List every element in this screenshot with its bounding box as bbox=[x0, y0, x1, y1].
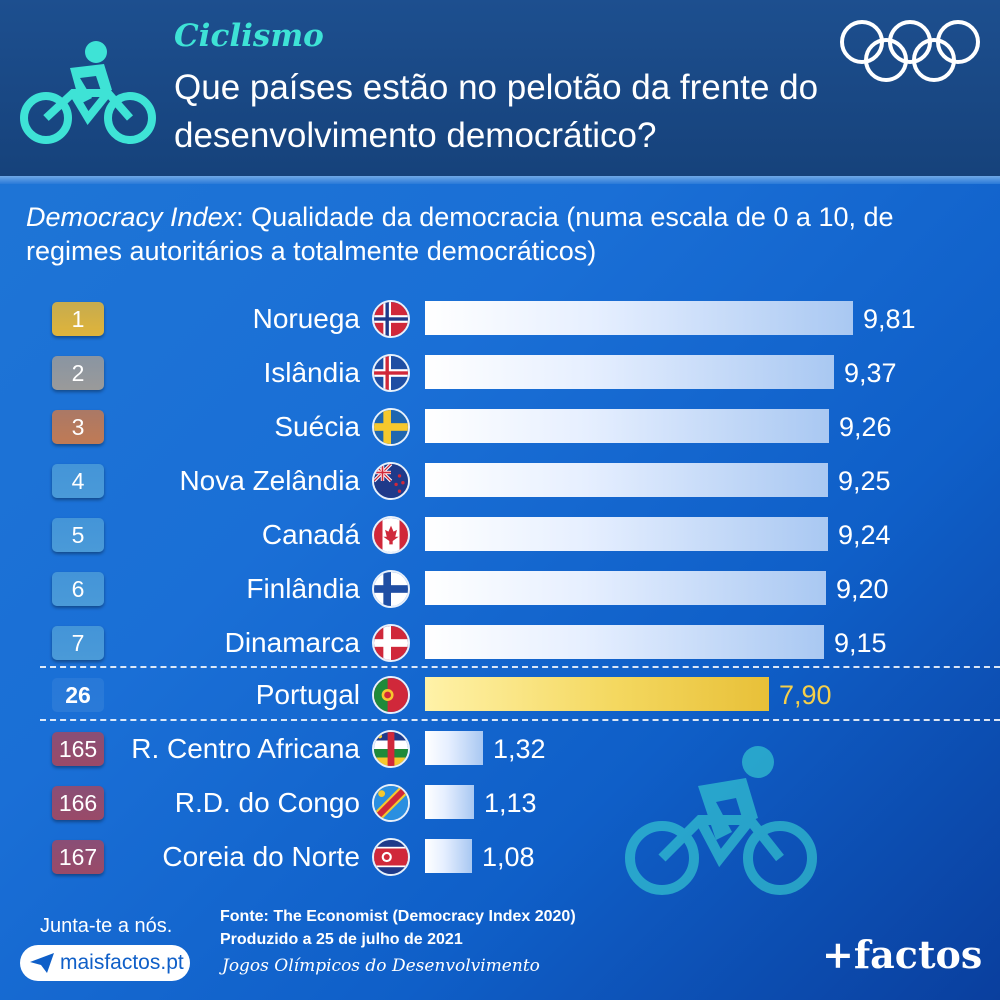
north-korea-flag-icon bbox=[372, 838, 410, 876]
country-label: Portugal bbox=[255, 679, 360, 710]
index-name: Democracy Index bbox=[26, 202, 237, 232]
cyclist-watermark-icon bbox=[625, 746, 817, 895]
central-african-republic-flag-icon bbox=[372, 730, 410, 768]
country-label: Dinamarca bbox=[224, 627, 360, 658]
data-label: 9,24 bbox=[838, 520, 891, 550]
bar bbox=[425, 301, 853, 335]
chart-row: 165 R. Centro Africana 1,32 bbox=[0, 726, 1000, 770]
chart-row: 5 Canadá 9,24 bbox=[0, 512, 1000, 556]
dr-congo-flag-icon bbox=[372, 784, 410, 822]
data-label: 9,15 bbox=[834, 628, 887, 658]
chart-row: 1 Noruega 9,81 bbox=[0, 296, 1000, 340]
bar bbox=[425, 731, 483, 765]
denmark-flag-icon bbox=[372, 624, 410, 662]
source-text: Fonte: The Economist (Democracy Index 20… bbox=[220, 908, 576, 925]
sport-label: Ciclismo bbox=[174, 18, 324, 54]
data-label: 1,32 bbox=[493, 734, 546, 764]
country-label: Suécia bbox=[274, 411, 360, 442]
norway-flag-icon bbox=[372, 300, 410, 338]
data-label: 9,20 bbox=[836, 574, 889, 604]
country-label: Coreia do Norte bbox=[162, 841, 360, 872]
divider-top bbox=[40, 666, 1000, 668]
country-label: Canadá bbox=[261, 519, 360, 550]
rank-badge: 4 bbox=[52, 464, 104, 498]
chart-row: 26 Portugal 7,90 bbox=[0, 672, 1000, 716]
brand-logo: +factos bbox=[822, 932, 983, 977]
site-link[interactable]: maisfactos.pt bbox=[20, 945, 190, 981]
chart-row: 4 Nova Zelândia 9,25 bbox=[0, 458, 1000, 502]
data-label: 9,81 bbox=[863, 304, 916, 334]
bar bbox=[425, 677, 769, 711]
rank-badge: 166 bbox=[52, 786, 104, 820]
bar bbox=[425, 625, 824, 659]
subtitle-text: : Qualidade da democracia (numa escala d… bbox=[26, 202, 894, 266]
rank-badge: 3 bbox=[52, 410, 104, 444]
country-label: R. Centro Africana bbox=[131, 733, 360, 764]
finland-flag-icon bbox=[372, 570, 410, 608]
country-label: R.D. do Congo bbox=[174, 787, 360, 818]
bar bbox=[425, 785, 474, 819]
rank-badge: 26 bbox=[52, 678, 104, 712]
chart-row: 7 Dinamarca 9,15 bbox=[0, 620, 1000, 664]
header-band bbox=[0, 0, 1000, 176]
data-label: 9,25 bbox=[838, 466, 891, 496]
data-label: 7,90 bbox=[779, 680, 832, 710]
country-label: Finlândia bbox=[246, 573, 360, 604]
chart-subtitle: Democracy Index: Qualidade da democracia… bbox=[26, 200, 986, 268]
data-label: 9,37 bbox=[844, 358, 897, 388]
bar bbox=[425, 463, 828, 497]
cyclist-icon bbox=[20, 41, 156, 144]
portugal-flag-icon bbox=[372, 676, 410, 714]
data-label: 9,26 bbox=[839, 412, 892, 442]
games-label: Jogos Olímpicos do Desenvolvimento bbox=[222, 956, 540, 976]
bar bbox=[425, 571, 826, 605]
chart-row: 2 Islândia 9,37 bbox=[0, 350, 1000, 394]
olympic-rings-icon bbox=[840, 20, 980, 82]
bar bbox=[425, 517, 828, 551]
site-label: maisfactos.pt bbox=[60, 951, 184, 974]
rank-badge: 7 bbox=[52, 626, 104, 660]
bar bbox=[425, 409, 829, 443]
page-title: Que países estão no pelotão da frente do… bbox=[174, 68, 819, 155]
country-label: Islândia bbox=[263, 357, 360, 388]
source-block: Fonte: The Economist (Democracy Index 20… bbox=[220, 905, 576, 951]
country-label: Nova Zelândia bbox=[179, 465, 360, 496]
rank-badge: 1 bbox=[52, 302, 104, 336]
data-label: 1,08 bbox=[482, 842, 535, 872]
country-label: Noruega bbox=[252, 303, 360, 334]
rank-badge: 167 bbox=[52, 840, 104, 874]
join-text: Junta-te a nós. bbox=[40, 915, 173, 937]
chart-row: 3 Suécia 9,26 bbox=[0, 404, 1000, 448]
divider-bottom bbox=[40, 719, 1000, 721]
rank-badge: 165 bbox=[52, 732, 104, 766]
header-divider bbox=[0, 176, 1000, 184]
new-zealand-flag-icon bbox=[372, 462, 410, 500]
rank-badge: 6 bbox=[52, 572, 104, 606]
rank-badge: 2 bbox=[52, 356, 104, 390]
chart-row: 6 Finlândia 9,20 bbox=[0, 566, 1000, 610]
data-label: 1,13 bbox=[484, 788, 537, 818]
paper-plane-icon bbox=[30, 953, 54, 973]
bar bbox=[425, 355, 834, 389]
bar bbox=[425, 839, 472, 873]
produced-text: Produzido a 25 de julho de 2021 bbox=[220, 931, 463, 948]
chart-row: 167 Coreia do Norte 1,08 bbox=[0, 834, 1000, 878]
sweden-flag-icon bbox=[372, 408, 410, 446]
iceland-flag-icon bbox=[372, 354, 410, 392]
canada-flag-icon bbox=[372, 516, 410, 554]
chart-row: 166 R.D. do Congo 1,13 bbox=[0, 780, 1000, 824]
rank-badge: 5 bbox=[52, 518, 104, 552]
